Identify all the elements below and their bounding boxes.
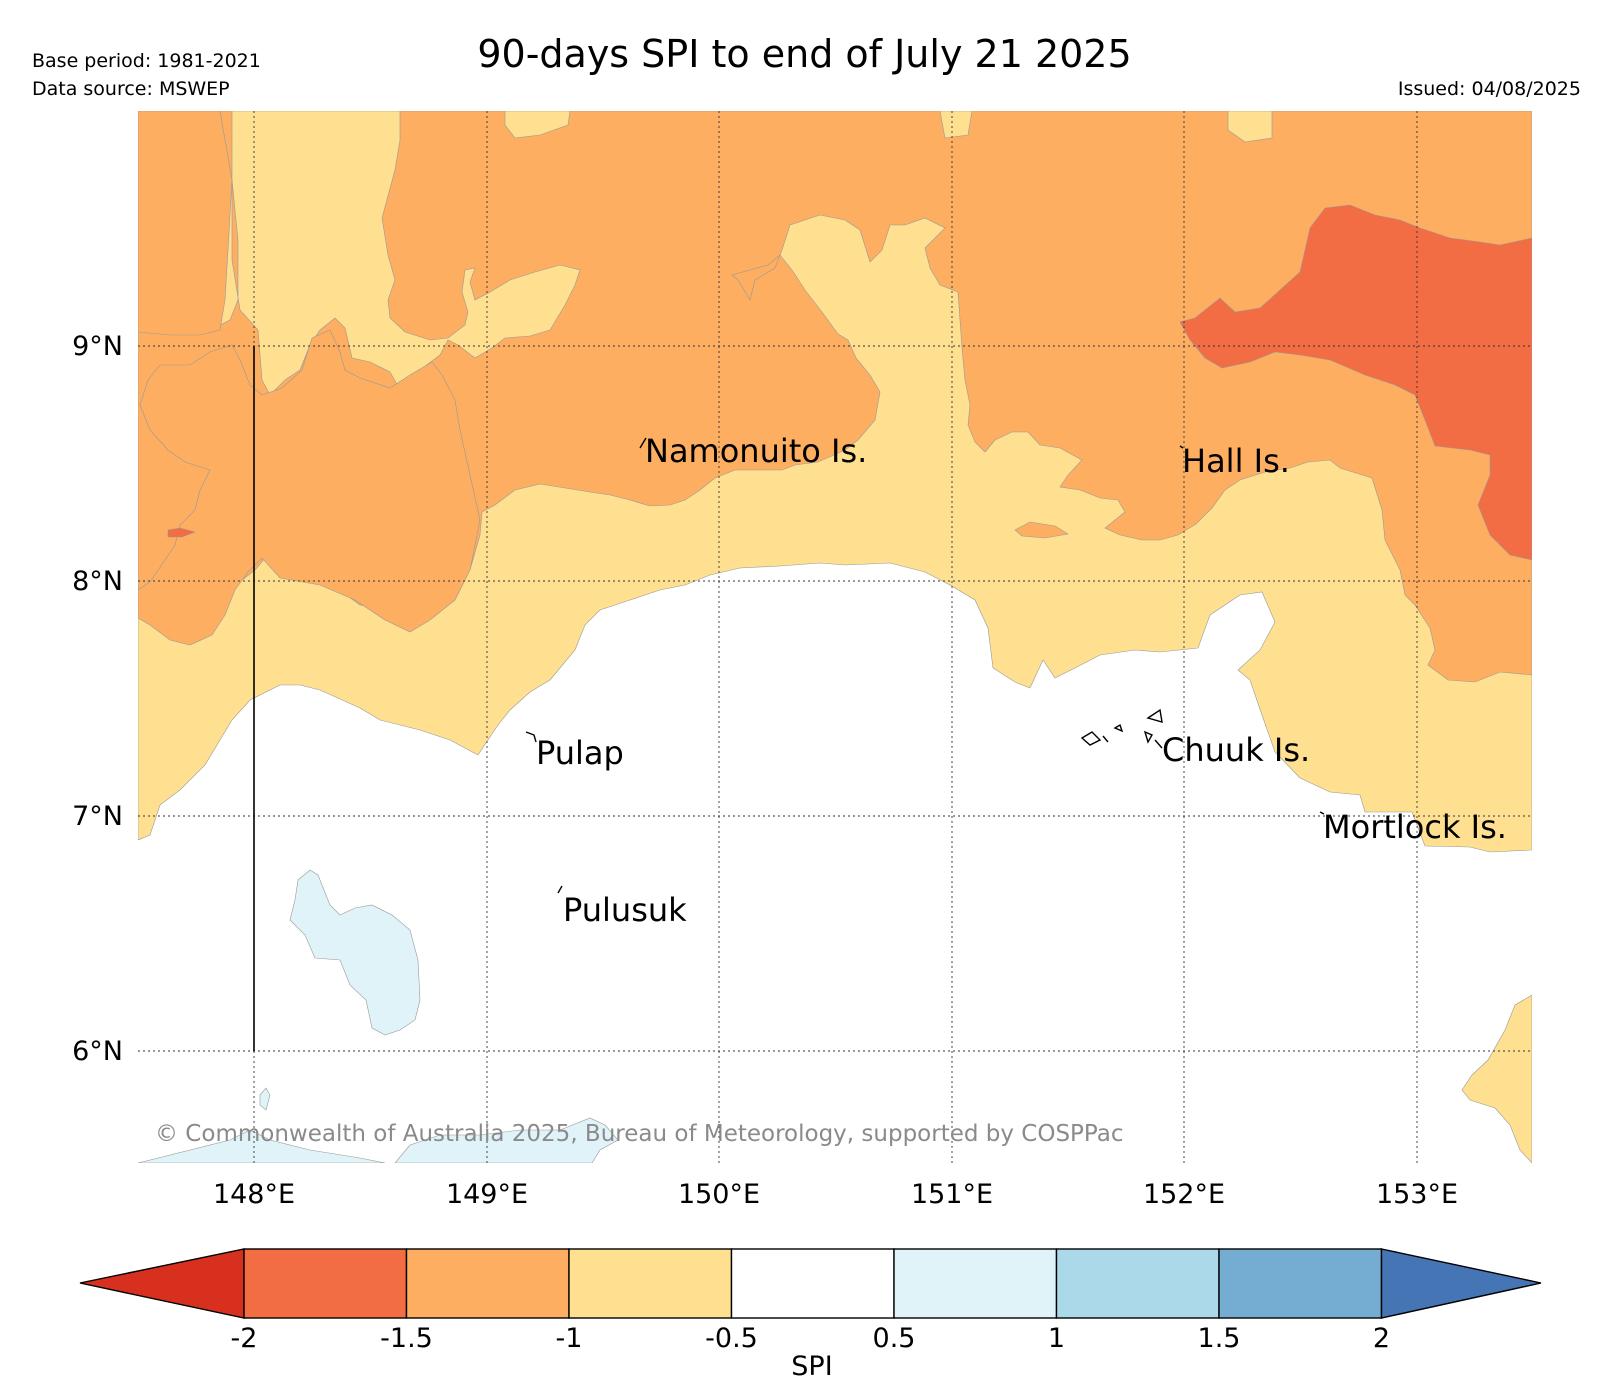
graticule <box>138 111 1532 1163</box>
colorbar-extend-high <box>1380 1248 1542 1319</box>
island-outlines <box>525 437 1325 894</box>
lon-label-152: 152°E <box>1143 1179 1225 1210</box>
cb-tick-6: 1.5 <box>1198 1323 1241 1354</box>
cb-tick-1: -1.5 <box>380 1323 433 1354</box>
spi-band-minus1.5-to-minus1-mid <box>138 329 481 646</box>
spi-patch-small-3 <box>939 111 973 139</box>
lon-label-148: 148°E <box>213 1179 295 1210</box>
spi-patch-small-5 <box>504 111 571 139</box>
cb-tick-3: -0.5 <box>705 1323 758 1354</box>
pulusuk-island-mark <box>557 885 563 894</box>
colorbar-bin-5 <box>893 1248 1058 1319</box>
latitude-labels: 9°N 8°N 7°N 6°N <box>72 331 123 1067</box>
lat-label-8: 8°N <box>72 566 123 597</box>
spi-band-minus1.5-to-minus1 <box>138 111 1532 683</box>
data-source-note: Data source: MSWEP <box>32 78 230 100</box>
spi-band-0.5-to-1-inland <box>289 869 421 1036</box>
cb-tick-7: 2 <box>1373 1323 1390 1354</box>
place-pulusuk: Pulusuk <box>563 891 687 929</box>
lon-label-151: 151°E <box>911 1179 993 1210</box>
lon-label-150: 150°E <box>678 1179 760 1210</box>
spi-band-minus2-to-minus1.5 <box>1179 204 1532 561</box>
spi-band-0.5-to-1-speck <box>259 1087 271 1111</box>
place-pulap: Pulap <box>536 734 624 772</box>
namonuito-island-mark <box>639 437 647 449</box>
chuuk-island-1 <box>1080 731 1102 746</box>
spi-patch-southeast <box>1461 994 1532 1163</box>
spi-contour-field <box>138 111 1532 1163</box>
colorbar-bin-2 <box>405 1248 570 1319</box>
place-chuuk: Chuuk Is. <box>1162 731 1310 769</box>
lon-label-149: 149°E <box>446 1179 528 1210</box>
colorbar-bin-7 <box>1218 1248 1383 1319</box>
colorbar-extend-low <box>79 1248 245 1319</box>
spi-patch-small-4 <box>1227 111 1273 143</box>
base-period-note: Base period: 1981-2021 <box>32 50 261 72</box>
lat-label-6: 6°N <box>72 1036 123 1067</box>
place-hall: Hall Is. <box>1182 442 1290 480</box>
chuuk-island-4 <box>1143 730 1153 744</box>
issued-date: Issued: 04/08/2025 <box>1397 78 1581 100</box>
chuuk-island-5 <box>1154 739 1163 749</box>
cb-tick-5: 1 <box>1048 1323 1065 1354</box>
chuuk-island-3 <box>1146 708 1163 723</box>
place-namonuito: Namonuito Is. <box>645 432 867 470</box>
spi-band-0.5-to-1-south2 <box>394 1117 619 1163</box>
lon-label-153: 153°E <box>1376 1179 1458 1210</box>
colorbar-label: SPI <box>791 1351 832 1380</box>
spi-colorbar <box>79 1248 1542 1319</box>
colorbar-bin-3 <box>568 1248 733 1319</box>
spi-patch-small-2 <box>167 527 196 538</box>
hall-island-mark <box>1179 445 1184 449</box>
cb-tick-0: -2 <box>231 1323 258 1354</box>
map-title: 90-days SPI to end of July 21 2025 <box>477 32 1132 76</box>
place-labels: Namonuito Is. Hall Is. Pulap Chuuk Is. M… <box>536 432 1507 929</box>
pulap-island-mark <box>525 731 537 743</box>
chuuk-island-6 <box>1102 735 1109 743</box>
lat-label-9: 9°N <box>72 331 123 362</box>
spi-band-0.5-to-1-south <box>138 1129 386 1163</box>
colorbar-tick-labels: -2 -1.5 -1 -0.5 0.5 1 1.5 2 <box>231 1323 1391 1354</box>
lat-label-7: 7°N <box>72 801 123 832</box>
spi-band-minus1.5-to-minus1-west <box>138 111 233 336</box>
longitude-labels: 148°E 149°E 150°E 151°E 152°E 153°E <box>213 1179 1458 1210</box>
colorbar-bin-1 <box>243 1248 408 1319</box>
copyright-notice: © Commonwealth of Australia 2025, Bureau… <box>155 1121 1124 1147</box>
spi-patch-small-1 <box>1014 521 1069 539</box>
cb-tick-2: -1 <box>556 1323 583 1354</box>
cb-tick-4: 0.5 <box>873 1323 916 1354</box>
chuuk-island-2 <box>1113 723 1124 733</box>
colorbar-bin-4 <box>730 1248 895 1319</box>
mortlock-island-mark <box>1319 811 1325 815</box>
place-mortlock: Mortlock Is. <box>1323 808 1507 846</box>
colorbar-bin-6 <box>1055 1248 1220 1319</box>
